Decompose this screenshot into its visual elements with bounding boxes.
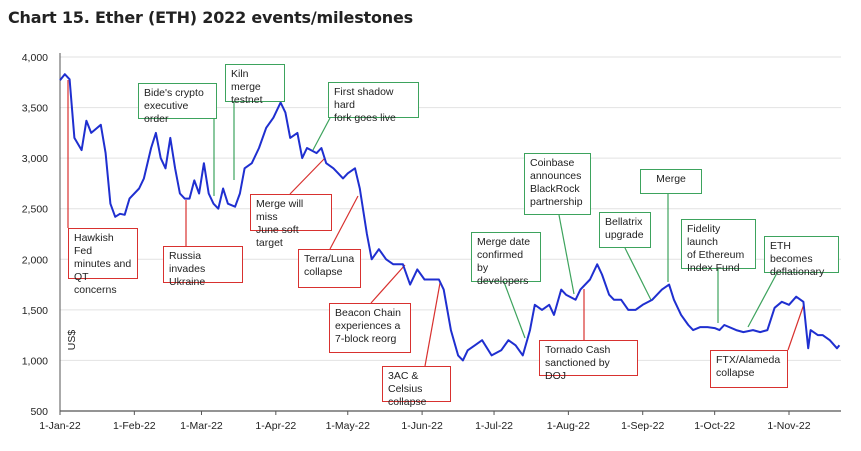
y-tick-label: 1,500 — [22, 305, 48, 317]
annotation-kiln-testnet: Kiln merge testnet — [225, 64, 285, 106]
y-tick-label: 3,000 — [22, 153, 48, 165]
annotation-leader-line — [329, 195, 359, 250]
annotation-merge-date: Merge date confirmed by developers — [471, 232, 541, 287]
y-tick-label: 4,000 — [22, 52, 48, 64]
annotation-biden-order: Bide's crypto executive order — [138, 83, 217, 125]
annotation-tornado-cash: Tornado Cash sanctioned by DOJ — [539, 340, 638, 382]
y-tick-label: 2,000 — [22, 254, 48, 266]
y-tick-label: 3,500 — [22, 103, 48, 115]
annotation-bellatrix: Bellatrix upgrade — [599, 212, 651, 248]
annotation-russia: Russia invades Ukraine — [163, 246, 243, 288]
y-tick-label: 500 — [30, 406, 48, 418]
annotation-leader-line — [312, 117, 331, 151]
annotation-terra-luna: Terra/Luna collapse — [298, 249, 361, 288]
x-tick-label: 1-Oct-22 — [694, 420, 735, 432]
annotation-merge: Merge — [640, 169, 702, 194]
annotation-leader-line — [289, 157, 326, 195]
annotation-eth-deflationary: ETH becomes deflationary — [764, 236, 839, 278]
annotation-leader-line — [424, 282, 441, 367]
annotation-hawkish-fed: Hawkish Fed minutes and QT concerns — [68, 228, 138, 296]
x-tick-label: 1-Mar-22 — [180, 420, 223, 432]
x-tick-label: 1-Jan-22 — [39, 420, 81, 432]
annotation-leader-line — [370, 264, 406, 304]
y-axis-label: US$ — [66, 330, 78, 351]
annotation-coinbase: Coinbase announces BlackRock partnership — [524, 153, 591, 215]
annotation-fidelity: Fidelity launch of Ethereum Index Fund — [681, 219, 756, 274]
x-tick-label: 1-Jul-22 — [475, 420, 513, 432]
annotation-leader-line — [558, 214, 575, 295]
annotation-shadow-fork: First shadow hard fork goes live — [328, 82, 419, 124]
annotation-3ac-celsius: 3AC & Celsius collapse — [382, 366, 451, 408]
x-tick-label: 1-Jun-22 — [401, 420, 443, 432]
annotation-merge-miss: Merge will miss June soft target — [250, 194, 332, 249]
x-tick-label: 1-Feb-22 — [113, 420, 156, 432]
x-tick-label: 1-May-22 — [326, 420, 371, 432]
annotation-leader-line — [787, 303, 805, 351]
annotation-beacon-chain: Beacon Chain experiences a 7-block reorg — [329, 303, 411, 353]
annotation-leader-line — [624, 247, 652, 301]
y-tick-label: 1,000 — [22, 355, 48, 367]
annotation-leader-line — [503, 281, 526, 339]
annotation-leader-line — [747, 272, 778, 328]
x-tick-label: 1-Sep-22 — [621, 420, 664, 432]
x-tick-label: 1-Nov-22 — [767, 420, 810, 432]
chart-title: Chart 15. Ether (ETH) 2022 events/milest… — [8, 8, 413, 27]
annotation-ftx-alameda: FTX/Alameda collapse — [710, 350, 788, 388]
x-tick-label: 1-Apr-22 — [255, 420, 296, 432]
x-tick-label: 1-Aug-22 — [547, 420, 590, 432]
y-tick-label: 2,500 — [22, 204, 48, 216]
